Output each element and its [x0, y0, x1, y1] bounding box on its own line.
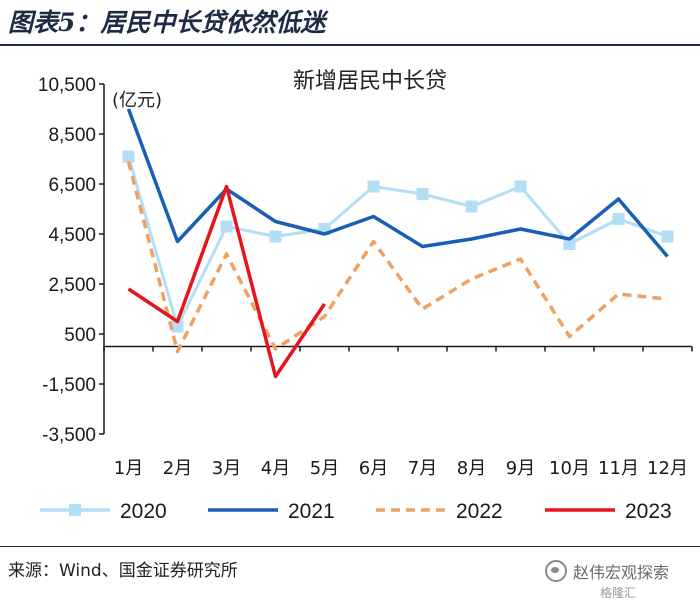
source-note: 来源：Wind、国金证券研究所	[8, 561, 238, 581]
series-2020	[122, 150, 674, 333]
y-tick-label: 10,500	[38, 75, 96, 96]
y-tick-label: 8,500	[48, 125, 96, 146]
data-point-2020	[661, 230, 674, 243]
legend-marker-2020	[69, 504, 81, 516]
y-tick-label: -1,500	[42, 375, 96, 396]
legend-label-2021: 2021	[288, 500, 335, 523]
chart-title: 新增居民中长贷	[293, 69, 447, 94]
y-tick-label: 4,500	[48, 225, 96, 246]
y-tick-label: 6,500	[48, 175, 96, 196]
x-tick-label: 3月	[212, 458, 241, 479]
data-point-2020	[514, 180, 527, 193]
series-2021	[126, 108, 669, 258]
x-tick-label: 2月	[163, 458, 192, 479]
data-point-2020	[465, 200, 478, 213]
legend: 2020 2021 2022 2023	[40, 500, 672, 523]
legend-label-2023: 2023	[625, 500, 672, 523]
data-point-2020	[122, 150, 135, 163]
data-point-2020	[220, 220, 233, 233]
axes: 10,500 8,500 6,500 4,500 2,500 500 -1,500 -3,50…	[38, 75, 693, 479]
line-chart: 新增居民中长贷 (亿元) 10,500 8,500 6,500 4,500 2,500 5…	[38, 69, 693, 523]
y-tick-label: 500	[64, 325, 96, 346]
series-line-2021	[126, 108, 669, 258]
x-tick-label: 8月	[457, 458, 486, 479]
series-line-2020	[127, 156, 669, 328]
y-tick-label: 2,500	[48, 275, 96, 296]
figure-title: 图表5：居民中长贷依然低迷	[8, 8, 326, 37]
data-point-2020	[367, 180, 380, 193]
x-tick-label: 9月	[506, 458, 535, 479]
x-tick-label: 5月	[310, 458, 339, 479]
legend-label-2020: 2020	[120, 500, 167, 523]
series-2023	[127, 184, 326, 379]
y-tick-label: -3,500	[42, 425, 96, 446]
data-point-2020	[416, 188, 429, 200]
series-layer	[122, 108, 674, 379]
series-line-2023	[127, 184, 326, 379]
x-tick-label: 7月	[408, 458, 437, 479]
data-point-2020	[269, 230, 282, 243]
y-axis-unit-label: (亿元)	[112, 90, 162, 111]
data-point-2020	[171, 320, 184, 333]
watermark-logo: 格隆汇	[600, 586, 637, 600]
x-tick-label: 6月	[359, 458, 388, 479]
data-point-2020	[612, 213, 625, 225]
x-tick-label: 10月	[549, 458, 590, 479]
x-tick-label: 1月	[114, 458, 143, 479]
legend-item-2023: 2023	[545, 500, 672, 523]
series-line-2022	[126, 161, 668, 354]
wechat-icon	[545, 560, 567, 582]
x-tick-label: 11月	[598, 458, 639, 479]
legend-item-2021: 2021	[208, 500, 335, 523]
watermark: 赵伟宏观探索	[545, 558, 669, 584]
watermark-text: 赵伟宏观探索	[573, 563, 670, 582]
x-tick-label: 4月	[261, 458, 290, 479]
title-rule	[0, 44, 700, 46]
series-2022	[126, 161, 668, 354]
legend-label-2022: 2022	[456, 500, 503, 523]
footer-rule	[0, 546, 700, 547]
legend-item-2022: 2022	[376, 500, 503, 523]
data-point-2020	[563, 238, 576, 250]
x-tick-label: 12月	[647, 458, 688, 479]
legend-item-2020: 2020	[40, 500, 167, 523]
